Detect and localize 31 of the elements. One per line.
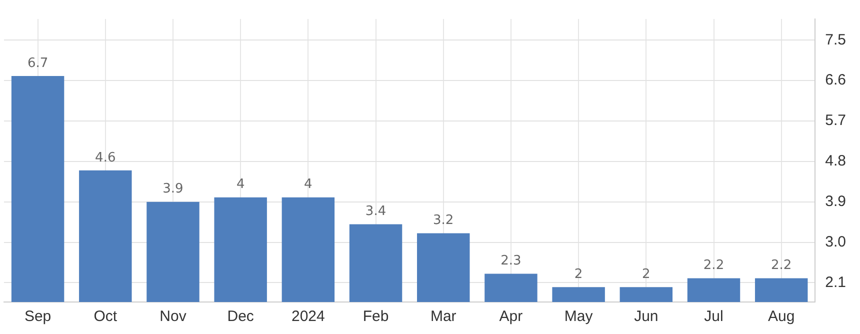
data-label: 2.2	[703, 258, 724, 274]
x-tick-label: Jun	[634, 308, 658, 326]
data-label: 4	[304, 177, 312, 192]
y-tick-label: 6.6	[825, 72, 846, 89]
x-tick-label: May	[564, 308, 594, 326]
x-tick-label: Apr	[499, 308, 523, 326]
data-label: 2.3	[500, 254, 522, 269]
x-tick-label: Dec	[227, 308, 254, 326]
y-tick-label: 5.7	[825, 112, 846, 130]
x-tick-label: Oct	[94, 308, 118, 326]
data-label: 4	[236, 177, 245, 192]
data-label: 6.7	[27, 56, 48, 71]
x-tick-label: Mar	[430, 308, 456, 326]
x-tick-label: Aug	[768, 308, 795, 326]
data-label: 2	[574, 267, 583, 282]
data-label: 3.4	[365, 204, 386, 220]
data-label: 3.2	[433, 213, 454, 228]
x-tick-label: Nov	[160, 308, 187, 326]
data-label: 3.9	[162, 182, 184, 197]
data-label: 2.2	[771, 258, 792, 274]
data-label: 2	[642, 267, 650, 282]
y-tick-label: 3.9	[825, 192, 846, 210]
y-tick-label: 4.8	[825, 152, 846, 170]
x-tick-label: Jul	[704, 308, 724, 326]
y-tick-label: 3.0	[825, 233, 846, 250]
x-tick-label: 2024	[291, 308, 325, 326]
data-label: 4.6	[95, 150, 116, 166]
x-tick-label: Feb	[362, 308, 389, 326]
y-tick-label: 2.1	[825, 274, 846, 291]
x-tick-label: Sep	[24, 308, 52, 326]
y-tick-label: 7.5	[825, 31, 846, 48]
